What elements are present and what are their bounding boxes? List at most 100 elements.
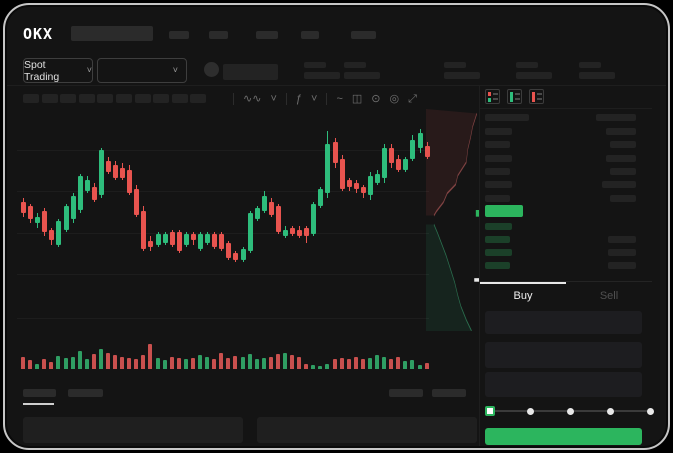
ask-amount-placeholder[interactable] — [610, 141, 636, 149]
slider-stop[interactable] — [606, 407, 614, 415]
volume-bar — [247, 354, 252, 369]
ask-price-placeholder[interactable] — [485, 128, 512, 135]
coin-avatar-placeholder[interactable] — [204, 62, 219, 77]
nav-item-placeholder[interactable] — [169, 31, 189, 39]
volume-bar — [396, 357, 401, 369]
ask-amount-placeholder[interactable] — [610, 194, 636, 202]
candle — [190, 234, 196, 241]
order-input-placeholder[interactable] — [485, 372, 642, 397]
book-bids-only-icon[interactable] — [507, 89, 522, 104]
timeframe-placeholder[interactable] — [97, 94, 114, 103]
ask-amount-placeholder[interactable] — [606, 128, 636, 135]
bid-price-placeholder[interactable] — [485, 223, 512, 230]
candle — [247, 212, 253, 252]
volume-bar — [21, 357, 25, 369]
volume-bar — [98, 349, 103, 369]
tab-sell[interactable]: Sell — [599, 290, 619, 302]
candle — [290, 227, 295, 234]
chevron-down-icon: ˅ — [172, 65, 178, 75]
order-input-placeholder[interactable] — [485, 342, 642, 368]
volume-bar — [176, 358, 181, 369]
volume-bar — [148, 344, 153, 369]
candle-style-chevron-icon[interactable]: ˅ — [270, 92, 277, 105]
bid-price-placeholder[interactable] — [485, 236, 510, 243]
bid-amount-placeholder[interactable] — [608, 249, 636, 256]
candle — [21, 201, 26, 213]
candle — [63, 206, 69, 230]
timeframe-placeholder[interactable] — [116, 94, 132, 103]
candle — [339, 159, 345, 189]
candle — [155, 234, 161, 245]
indicators-chevron-icon[interactable]: ˅ — [311, 92, 318, 105]
volume-pane — [17, 341, 431, 369]
ask-price-placeholder[interactable] — [485, 141, 510, 149]
candle — [35, 216, 41, 224]
ask-price-placeholder[interactable] — [485, 154, 512, 162]
candle — [77, 176, 83, 211]
fullscreen-icon[interactable]: ⤢ — [408, 92, 417, 105]
nav-item-placeholder[interactable] — [351, 31, 376, 39]
pair-select-dropdown[interactable]: ˅ — [97, 58, 187, 83]
timeframe-placeholder[interactable] — [153, 94, 170, 103]
slider-stop[interactable] — [646, 407, 654, 415]
snapshot-icon[interactable]: ⊙ — [371, 92, 381, 105]
book-asks-only-icon[interactable] — [529, 89, 544, 104]
chart-settings-icon[interactable]: ◎ — [389, 92, 400, 105]
ask-amount-placeholder[interactable] — [606, 154, 636, 162]
bottom-tab-placeholder[interactable] — [68, 389, 103, 397]
timeframe-placeholder[interactable] — [60, 94, 77, 103]
ask-price-placeholder[interactable] — [485, 194, 510, 202]
nav-item-placeholder[interactable] — [301, 31, 319, 39]
volume-bar — [226, 358, 231, 369]
candle-style-icon[interactable]: ∿∿ — [243, 92, 262, 105]
indicators-icon[interactable]: ƒ — [295, 92, 302, 105]
market-type-dropdown[interactable]: Spot Trading ˅ — [23, 58, 93, 83]
bid-price-placeholder[interactable] — [485, 249, 512, 256]
bottom-tab-placeholder[interactable] — [23, 389, 56, 397]
timeframe-placeholder[interactable] — [190, 94, 207, 103]
book-combined-icon[interactable] — [485, 89, 500, 104]
volume-bar — [325, 364, 330, 369]
bid-amount-placeholder[interactable] — [608, 262, 636, 269]
candle — [226, 242, 232, 258]
volume-bar — [35, 364, 40, 369]
tab-buy[interactable]: Buy — [513, 290, 533, 302]
bid-price-placeholder[interactable] — [485, 262, 510, 269]
bottom-action-placeholder[interactable] — [432, 389, 466, 397]
candle — [297, 229, 303, 237]
line-tool-icon[interactable]: ~ — [336, 92, 343, 105]
timeframe-placeholder[interactable] — [171, 94, 188, 103]
bottom-action-placeholder[interactable] — [389, 389, 423, 397]
bid-amount-placeholder[interactable] — [608, 236, 636, 243]
candle — [183, 234, 189, 245]
timeframe-placeholder[interactable] — [23, 94, 39, 103]
volume-bar — [49, 362, 54, 369]
grid-line — [17, 233, 429, 234]
slider-stop[interactable] — [526, 407, 534, 415]
candle — [91, 186, 97, 200]
buy-submit-button[interactable] — [485, 428, 642, 445]
nav-item-placeholder[interactable] — [209, 31, 228, 39]
stat-label-placeholder — [579, 62, 601, 68]
candlestick-chart[interactable] — [17, 113, 430, 339]
search-bar-placeholder[interactable] — [71, 26, 153, 41]
divider — [480, 108, 652, 109]
ask-amount-placeholder[interactable] — [602, 181, 636, 189]
last-price-banner[interactable] — [485, 205, 523, 217]
timeframe-placeholder[interactable] — [78, 94, 95, 103]
candle — [120, 167, 126, 179]
ask-price-placeholder[interactable] — [485, 181, 512, 189]
timeframe-placeholder[interactable] — [41, 94, 58, 103]
nav-item-placeholder[interactable] — [256, 31, 278, 39]
compare-icon[interactable]: ◫ — [351, 92, 363, 105]
ask-amount-placeholder[interactable] — [610, 167, 636, 175]
ask-price-placeholder[interactable] — [485, 167, 510, 175]
order-input-placeholder[interactable] — [485, 311, 642, 334]
slider-stop[interactable] — [566, 407, 574, 415]
volume-bar — [155, 358, 160, 369]
candle — [403, 159, 409, 170]
slider-handle[interactable] — [485, 406, 495, 416]
candle — [332, 141, 338, 164]
timeframe-placeholder[interactable] — [134, 94, 151, 103]
